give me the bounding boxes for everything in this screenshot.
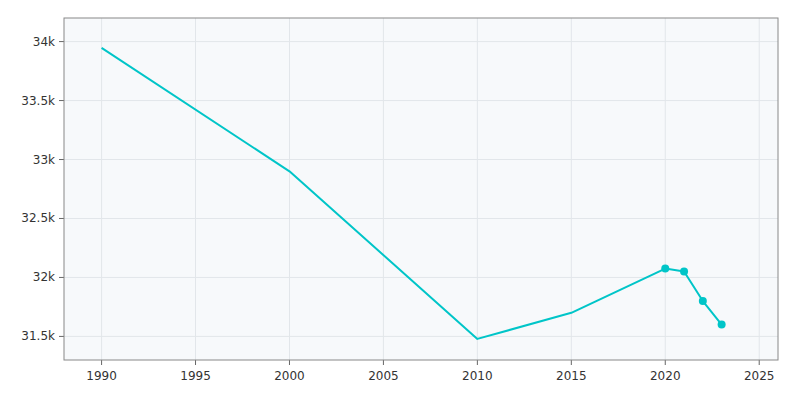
x-grid-line [383,18,384,360]
y-grid-line [64,218,778,219]
y-grid-line [64,41,778,42]
axes: 1990 1995 2000 2005 2010 2015 2020 2025 31.5k 32k… [21,18,778,383]
y-tick [59,336,64,337]
y-tick-label: 32.5k [21,211,55,225]
point-marker [699,297,707,305]
y-tick [59,218,64,219]
x-grid-line [477,18,478,360]
x-tick-label: 2005 [368,369,399,383]
x-tick [101,360,102,365]
x-tick [289,360,290,365]
x-tick-label: 2025 [744,369,775,383]
y-tick-label: 34k [33,35,55,49]
x-tick [571,360,572,365]
y-tick [59,41,64,42]
x-tick-label: 1995 [180,369,211,383]
data-layer [102,48,726,339]
x-tick [195,360,196,365]
y-grid-line [64,100,778,101]
x-grid-line [571,18,572,360]
x-tick [759,360,760,365]
point-marker [680,268,688,276]
y-grid-line [64,277,778,278]
x-grid-line [195,18,196,360]
x-grid-line [665,18,666,360]
grid [64,18,778,360]
x-tick [383,360,384,365]
x-tick-label: 2010 [462,369,493,383]
x-tick-label: 2000 [274,369,305,383]
x-tick [477,360,478,365]
y-tick [59,100,64,101]
x-tick-label: 1990 [86,369,117,383]
y-tick [59,159,64,160]
plot-area [64,18,778,360]
y-tick-label: 32k [33,270,55,284]
x-tick [665,360,666,365]
x-grid-line [101,18,102,360]
y-tick [59,277,64,278]
x-tick-label: 2015 [556,369,587,383]
point-marker [718,321,726,329]
y-grid-line [64,159,778,160]
chart-container: 1990 1995 2000 2005 2010 2015 2020 2025 31.5k 32k… [0,0,800,400]
point-marker [661,265,669,273]
plot-frame [64,18,778,360]
x-grid-line [759,18,760,360]
y-grid-line [64,336,778,337]
x-grid-line [289,18,290,360]
y-tick-label: 33.5k [21,94,55,108]
chart-svg: 1990 1995 2000 2005 2010 2015 2020 2025 31.5k 32k… [0,0,800,400]
y-tick-label: 31.5k [21,329,55,343]
y-tick-label: 33k [33,153,55,167]
x-tick-label: 2020 [650,369,681,383]
series-line [102,48,722,339]
